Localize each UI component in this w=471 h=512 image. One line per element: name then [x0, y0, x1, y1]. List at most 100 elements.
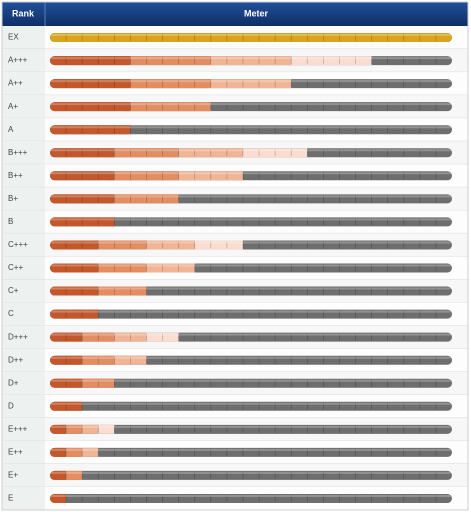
rank-label: A+++ [8, 56, 28, 65]
meter-tier-edge [77, 378, 83, 388]
rank-cell [2, 486, 45, 510]
meter-empty [50, 286, 452, 296]
rank-cell [2, 187, 45, 211]
meter-shine [51, 103, 451, 106]
meter-shine [51, 448, 451, 451]
meter-tier [50, 332, 83, 342]
rank-label: A++ [8, 79, 23, 88]
rank-cell [2, 371, 45, 395]
rank-label: E+++ [8, 424, 28, 433]
rank-label: B+ [8, 194, 18, 203]
meter-tier [146, 240, 195, 250]
meter-shine [51, 471, 451, 474]
meter-tier [114, 194, 179, 204]
rank-cell [2, 256, 45, 280]
meter-empty [50, 125, 452, 135]
meter-empty [50, 447, 452, 457]
meter-tier-edge [93, 240, 99, 250]
meter-shine [51, 80, 451, 83]
meter-tier [50, 378, 83, 388]
meter-tier-edge [109, 194, 115, 204]
meter-tier [50, 401, 83, 411]
meter-shine [51, 57, 451, 60]
rank-cell [2, 417, 45, 441]
rank-label: E+ [8, 471, 18, 480]
rank-label: B [8, 217, 13, 226]
meter-tier [82, 355, 115, 365]
rank-label: A+ [8, 102, 18, 111]
meter-empty [50, 217, 452, 227]
rank-cell [2, 49, 45, 73]
meter-tier-edge [61, 447, 67, 457]
meter-tier [98, 286, 147, 296]
meter-tier [130, 56, 211, 66]
meter-tier-edge [125, 79, 131, 89]
rank-label: D+ [8, 378, 19, 387]
rank-label: C++ [8, 263, 23, 272]
meter-tier [50, 286, 99, 296]
meter-tier [50, 355, 83, 365]
rank-cell [2, 394, 45, 418]
meter-tier-edge [109, 171, 115, 181]
meter-shine [51, 310, 451, 313]
meter-tier [50, 102, 131, 112]
meter-empty [50, 470, 452, 480]
meter-tier [98, 263, 147, 273]
meter-tier [50, 194, 115, 204]
meter-tier-edge [125, 102, 131, 112]
rank-label: E++ [8, 447, 23, 456]
rank-cell [2, 164, 45, 188]
meter-tier [82, 378, 115, 388]
meter-tier [82, 332, 115, 342]
rank-label: A [8, 125, 14, 134]
meter-tier-edge [109, 148, 115, 158]
meter-tier [130, 102, 211, 112]
meter-shine [51, 195, 451, 198]
meter-tier [66, 447, 83, 457]
meter-tier [66, 424, 83, 434]
meter-shine [51, 494, 451, 497]
rank-cell [2, 348, 45, 372]
meter-tier [98, 240, 147, 250]
meter-empty [50, 378, 452, 388]
meter-tier [146, 332, 179, 342]
meter-tier [50, 240, 99, 250]
meter-tier [114, 332, 147, 342]
rank-label: E [8, 494, 13, 503]
rank-header: Rank [12, 8, 35, 18]
rank-label: C+++ [8, 240, 28, 249]
meter-tier [194, 240, 243, 250]
rank-cell [2, 279, 45, 303]
header [2, 2, 468, 26]
meter-tier [114, 355, 147, 365]
meter-shine [51, 34, 451, 37]
meter-tier [82, 424, 99, 434]
rank-label: B+++ [8, 148, 28, 157]
meter-empty [50, 424, 452, 434]
meter-tier-edge [125, 56, 131, 66]
meter-empty [50, 309, 452, 319]
meter-tier [114, 171, 179, 181]
rank-cell [2, 302, 45, 326]
meter-shine [51, 356, 451, 359]
meter-tier-edge [61, 424, 67, 434]
meter-tier [178, 171, 243, 181]
rank-cell [2, 440, 45, 464]
rank-cell [2, 118, 45, 142]
meter-tier-edge [93, 263, 99, 273]
rank-label: D+++ [8, 332, 28, 341]
meter-tier [210, 79, 292, 89]
meter-tier [50, 56, 131, 66]
rank-label: EX [8, 33, 19, 42]
meter-shine [51, 241, 451, 244]
meter-shine [51, 287, 451, 290]
meter-tier-edge [109, 217, 115, 227]
meter-shine [51, 333, 451, 336]
meter-tier [50, 217, 115, 227]
meter-tier-edge [61, 470, 67, 480]
rank-cell [2, 325, 45, 349]
meter-shine [51, 425, 451, 428]
meter-tier-edge [77, 401, 83, 411]
